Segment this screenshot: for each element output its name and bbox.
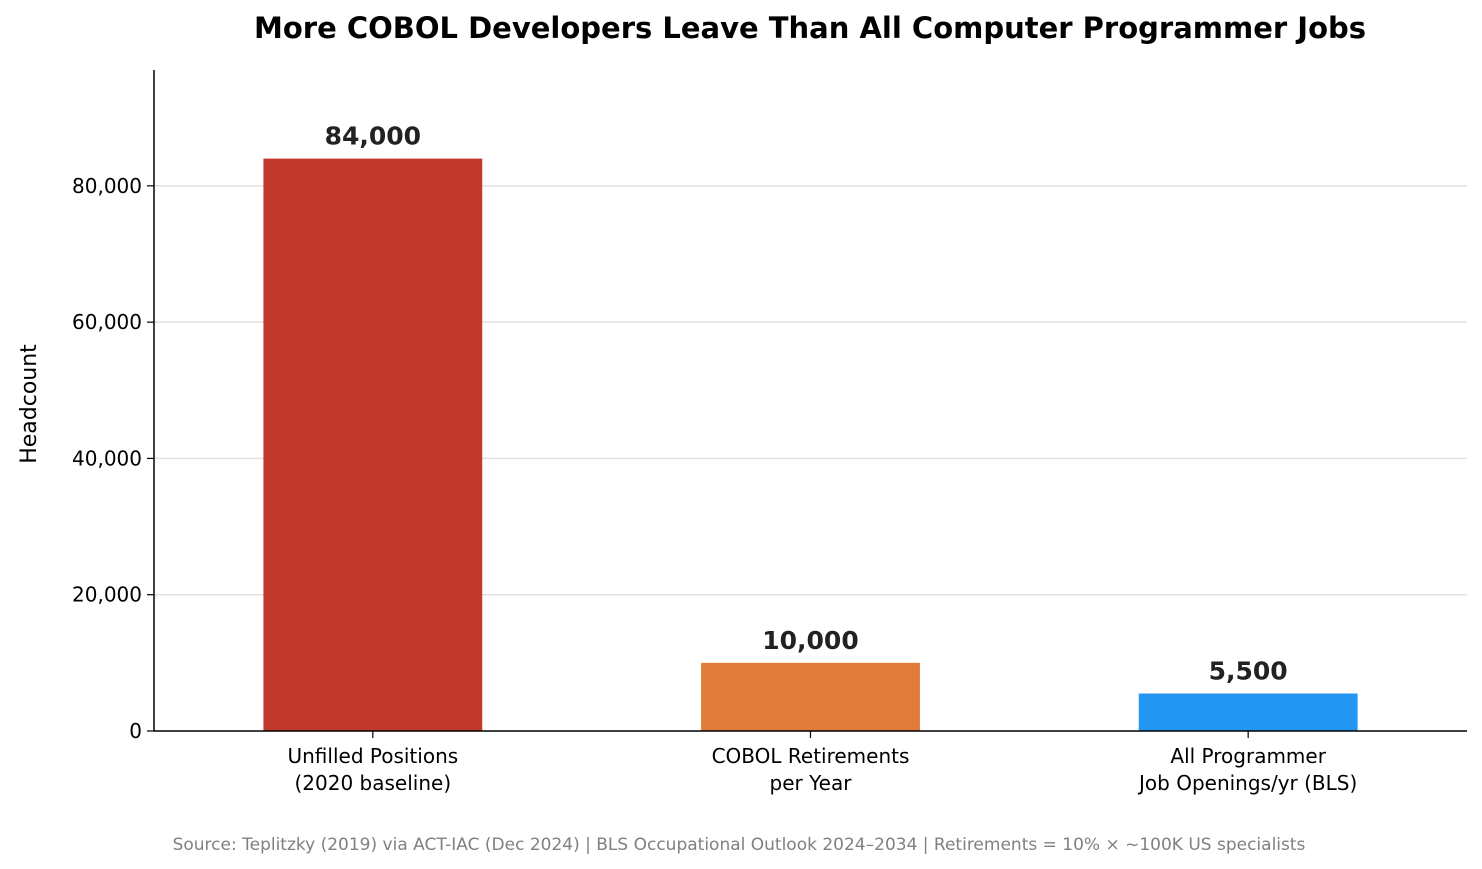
- data-label: 5,500: [1209, 657, 1288, 686]
- y-axis-label: Headcount: [17, 344, 42, 464]
- x-tick-label: (2020 baseline): [295, 771, 452, 795]
- x-tick-label: Job Openings/yr (BLS): [1137, 771, 1357, 795]
- y-tick-label: 0: [129, 719, 142, 743]
- source-note: Source: Teplitzky (2019) via ACT-IAC (De…: [173, 835, 1306, 855]
- bar: [263, 158, 483, 731]
- bars: [263, 158, 1358, 731]
- x-axis-ticks: Unfilled Positions (2020 baseline) COBOL R…: [287, 731, 1357, 795]
- data-label: 10,000: [762, 626, 858, 655]
- y-tick-label: 60,000: [72, 310, 142, 334]
- x-tick-label: All Programmer: [1170, 744, 1326, 768]
- data-labels: 84,000 10,000 5,500: [325, 122, 1288, 686]
- chart-title: More COBOL Developers Leave Than All Com…: [254, 11, 1366, 45]
- bar: [701, 662, 920, 731]
- y-tick-label: 20,000: [72, 583, 142, 607]
- bar: [1138, 693, 1358, 731]
- x-tick-label: per Year: [770, 771, 853, 795]
- data-label: 84,000: [325, 122, 421, 151]
- x-tick-label: COBOL Retirements: [712, 744, 910, 768]
- y-tick-label: 80,000: [72, 174, 142, 198]
- y-axis-ticks: 0 20,000 40,000 60,000 80,000: [72, 174, 154, 743]
- y-tick-label: 40,000: [72, 446, 142, 470]
- x-tick-label: Unfilled Positions: [287, 744, 458, 768]
